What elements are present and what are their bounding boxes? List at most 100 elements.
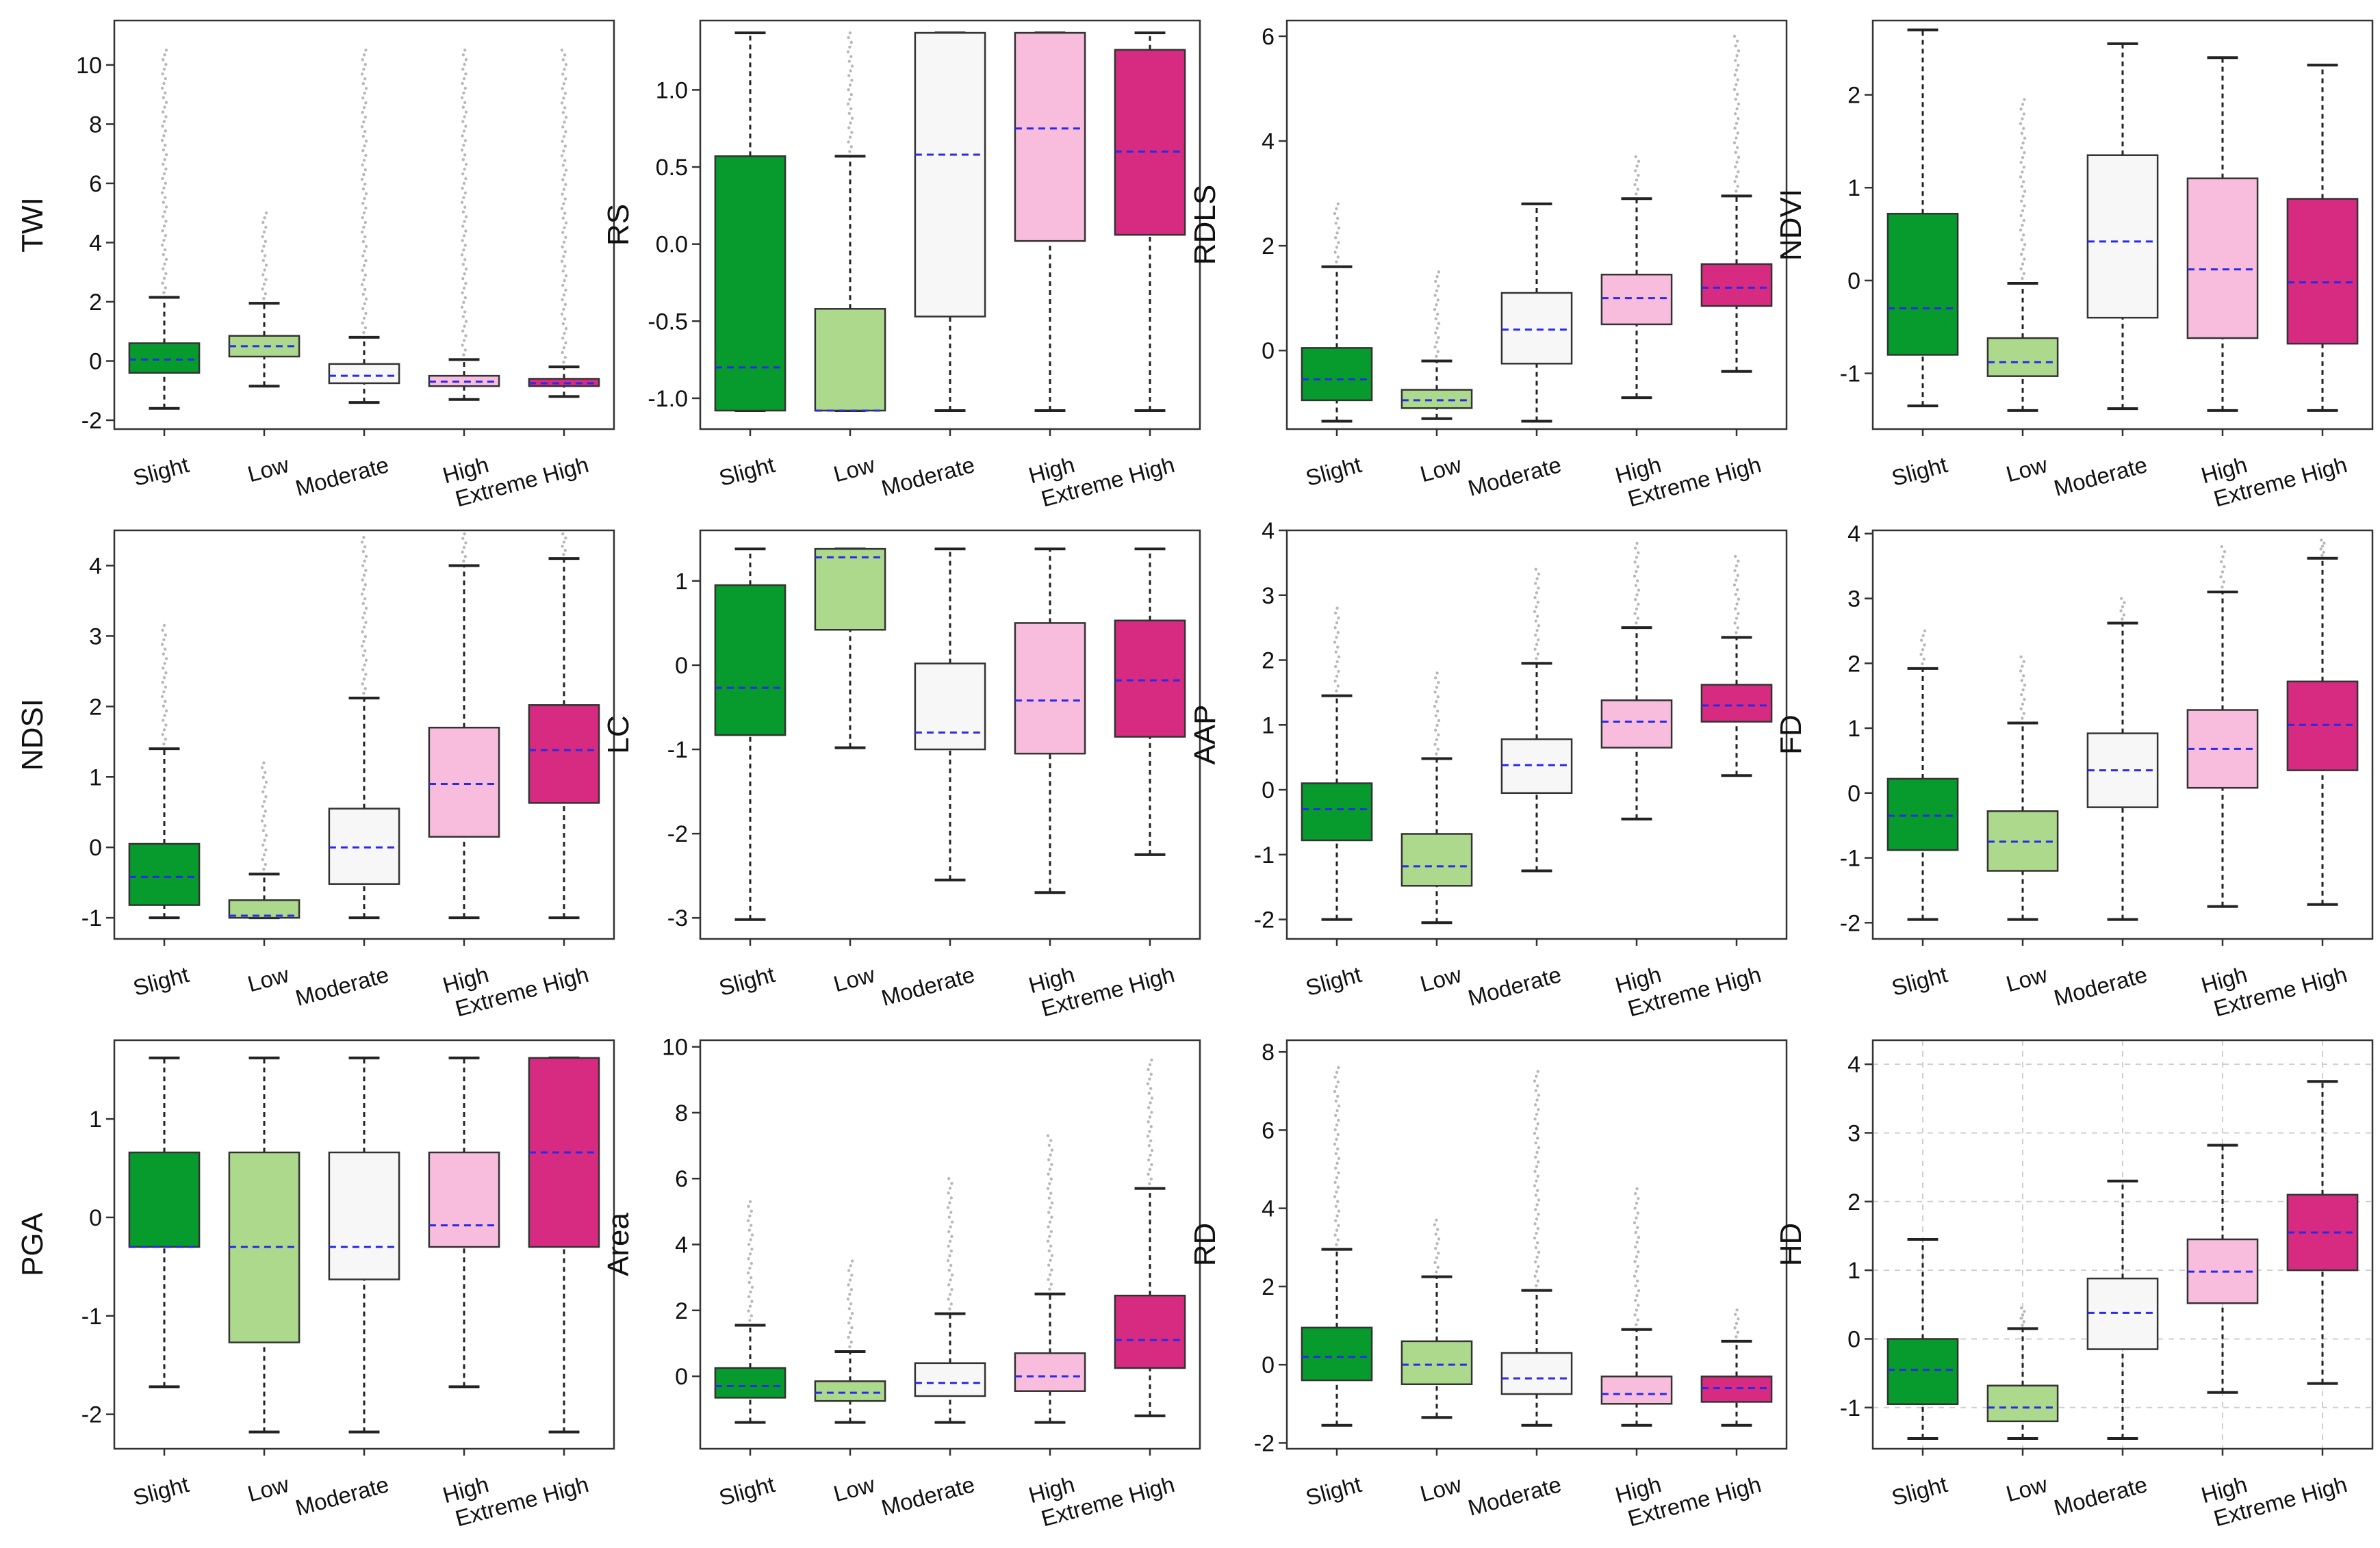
- outlier-point: [162, 704, 165, 708]
- outlier-point: [2021, 702, 2025, 706]
- outlier-point: [1634, 1191, 1637, 1196]
- outlier-point: [361, 602, 365, 606]
- outlier-point: [749, 1238, 752, 1241]
- outlier-point: [160, 695, 164, 699]
- y-tick-label: 0: [89, 835, 102, 861]
- outlier-point: [1336, 684, 1340, 688]
- outlier-point: [1336, 1133, 1340, 1137]
- outlier-point: [1337, 669, 1340, 673]
- outlier-point: [362, 120, 366, 124]
- outlier-point: [1534, 1194, 1537, 1197]
- box-high: [1600, 155, 1673, 400]
- outlier-point: [1335, 1085, 1338, 1089]
- outlier-point: [462, 545, 466, 550]
- y-tick-label: 0: [1847, 1326, 1860, 1352]
- outlier-point: [1535, 1150, 1539, 1154]
- outlier-point: [1147, 1144, 1151, 1148]
- outlier-point: [847, 126, 851, 129]
- outlier-point: [162, 148, 165, 152]
- outlier-point: [2021, 276, 2024, 281]
- outlier-point: [1334, 1152, 1338, 1156]
- outlier-point: [1049, 1244, 1053, 1248]
- outlier-point: [1737, 612, 1740, 615]
- outlier-point: [164, 233, 167, 237]
- outlier-point: [1733, 621, 1737, 625]
- outlier-point: [1636, 565, 1639, 569]
- y-tick-label: 8: [1262, 1040, 1275, 1066]
- outlier-point: [563, 355, 567, 359]
- y-tick-label: 1: [89, 1107, 102, 1133]
- outlier-point: [1533, 1079, 1537, 1083]
- outlier-point: [849, 145, 854, 149]
- box-extreme-high: [1700, 34, 1773, 373]
- outlier-point: [1434, 728, 1437, 732]
- outlier-point: [360, 230, 364, 234]
- outlier-point: [1921, 662, 1924, 666]
- outlier-point: [364, 87, 368, 90]
- outlier-point: [561, 298, 564, 302]
- y-tick-label: 1: [1262, 712, 1275, 738]
- outlier-point: [1737, 64, 1740, 67]
- outlier-point: [163, 662, 166, 665]
- outlier-point: [1050, 1268, 1053, 1272]
- outlier-point: [1533, 1170, 1537, 1173]
- outlier-point: [850, 1259, 854, 1263]
- outlier-point: [1334, 611, 1338, 615]
- x-tick-label: Low: [1418, 962, 1464, 996]
- outlier-point: [461, 158, 465, 162]
- outlier-point: [463, 191, 467, 195]
- iqr-box: [1700, 684, 1773, 723]
- outlier-point: [564, 274, 568, 278]
- outlier-point: [1336, 1080, 1340, 1084]
- outlier-point: [462, 248, 465, 252]
- outlier-point: [460, 96, 464, 100]
- outlier-point: [462, 234, 466, 237]
- outlier-point: [462, 339, 466, 342]
- outlier-point: [363, 545, 367, 549]
- outlier-point: [362, 278, 366, 282]
- y-tick-label: 3: [1262, 583, 1275, 609]
- outlier-point: [850, 64, 854, 68]
- outlier-point: [948, 1239, 952, 1243]
- outlier-point: [1436, 312, 1439, 316]
- y-axis-label: RD: [1188, 1223, 1222, 1267]
- outlier-point: [264, 278, 268, 281]
- outlier-point: [362, 263, 366, 268]
- outlier-point: [949, 1249, 954, 1253]
- outlier-point: [748, 1319, 752, 1322]
- outlier-point: [849, 1340, 854, 1344]
- outlier-point: [1737, 597, 1741, 601]
- x-tick-label: Moderate: [293, 962, 392, 1011]
- iqr-box: [1886, 777, 1959, 851]
- outlier-point: [1634, 1230, 1637, 1235]
- outlier-point: [1147, 1106, 1151, 1109]
- outlier-point: [1335, 636, 1338, 639]
- outlier-point: [849, 1316, 852, 1320]
- outlier-point: [850, 1326, 854, 1330]
- outlier-point: [464, 72, 468, 76]
- outlier-point: [160, 243, 164, 247]
- outlier-point: [162, 267, 165, 271]
- outlier-point: [561, 216, 565, 220]
- x-tick-label: Low: [1418, 452, 1464, 487]
- outlier-point: [1333, 1142, 1337, 1146]
- x-tick-label: Moderate: [879, 962, 977, 1011]
- outlier-point: [563, 197, 567, 201]
- iqr-box: [714, 155, 786, 412]
- y-tick-label: -0.5: [648, 309, 688, 335]
- outlier-point: [947, 1283, 951, 1287]
- box-extreme-high: [1114, 31, 1186, 412]
- y-tick-label: 8: [675, 1100, 688, 1126]
- y-tick-label: 2: [1262, 648, 1275, 674]
- outlier-point: [1337, 241, 1340, 244]
- outlier-point: [462, 144, 465, 147]
- outlier-point: [1433, 1223, 1437, 1226]
- outlier-point: [1537, 586, 1540, 590]
- outlier-point: [1436, 747, 1439, 751]
- y-tick-label: 2: [1847, 651, 1860, 677]
- outlier-point: [1533, 1236, 1537, 1240]
- outlier-point: [1637, 1289, 1641, 1293]
- outlier-point: [1435, 752, 1438, 756]
- outlier-point: [160, 86, 164, 90]
